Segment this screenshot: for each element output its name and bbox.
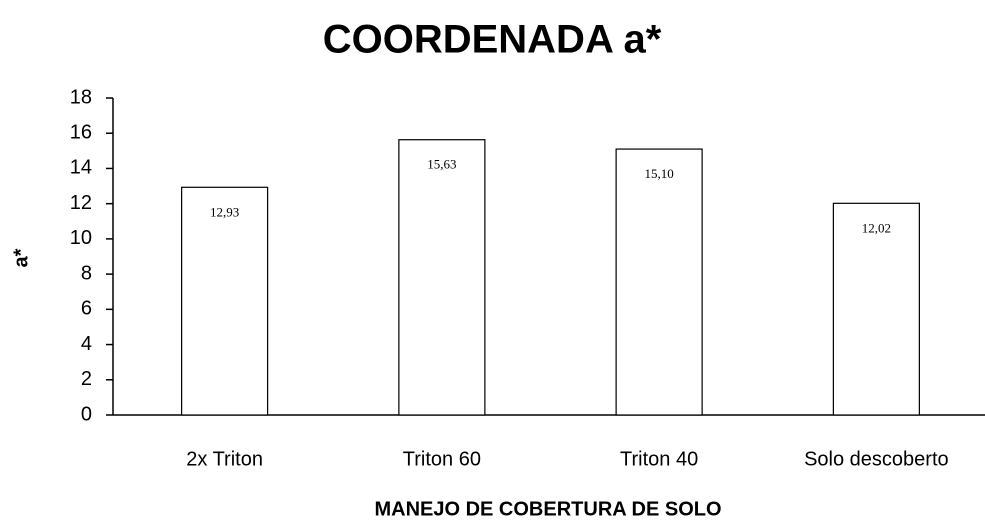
y-tick-label: 4 xyxy=(81,333,92,355)
y-tick-label: 12 xyxy=(70,192,92,214)
x-tick-label: 2x Triton xyxy=(186,448,263,470)
x-tick-label: Triton 60 xyxy=(403,448,481,470)
y-tick-label: 0 xyxy=(81,403,92,425)
y-tick-label: 14 xyxy=(70,157,92,179)
bar xyxy=(832,202,920,416)
bar xyxy=(615,148,703,416)
data-label: 15,63 xyxy=(427,157,456,172)
y-tick-label: 16 xyxy=(70,122,92,144)
bar xyxy=(181,186,269,416)
x-tick-label: Triton 40 xyxy=(620,448,698,470)
y-tick-label: 18 xyxy=(70,86,92,108)
data-label: 12,93 xyxy=(210,204,239,219)
x-tick-label: Solo descoberto xyxy=(804,448,949,470)
y-tick-label: 8 xyxy=(81,262,92,284)
y-tick-label: 6 xyxy=(81,298,92,320)
y-tick-label: 10 xyxy=(70,227,92,249)
bar xyxy=(398,139,486,416)
chart-title: COORDENADA a* xyxy=(323,18,662,62)
x-axis-label: MANEJO DE COBERTURA DE SOLO xyxy=(374,498,721,520)
y-axis-label: a* xyxy=(10,248,32,267)
data-label: 15,10 xyxy=(645,166,674,181)
data-label: 12,02 xyxy=(862,220,891,235)
y-tick-label: 2 xyxy=(81,368,92,390)
